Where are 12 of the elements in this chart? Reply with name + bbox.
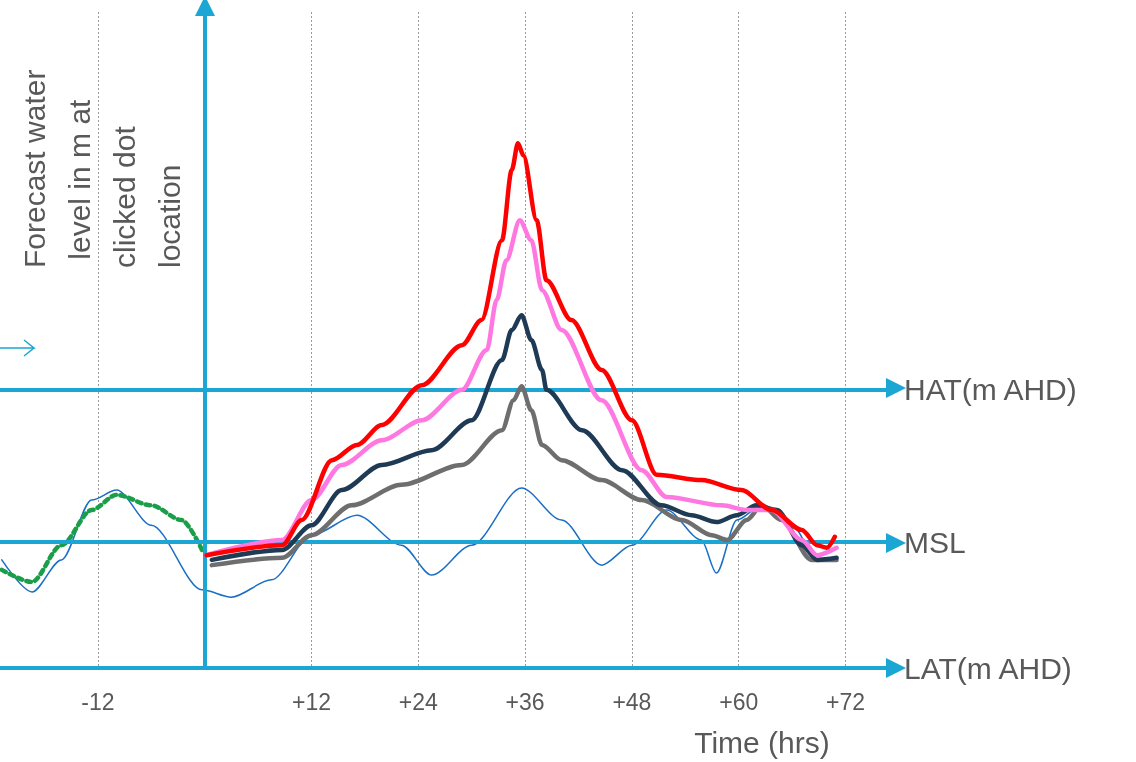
- ref-line-label: LAT(m AHD): [904, 651, 1072, 685]
- x-tick-label: +12: [291, 688, 332, 715]
- x-tick-label: +36: [505, 688, 545, 715]
- x-tick-label: +60: [719, 688, 759, 715]
- x-tick-label: +72: [825, 688, 866, 715]
- x-tick-label: +48: [612, 688, 652, 715]
- ref-line-label: MSL: [904, 525, 966, 559]
- x-axis-title: Time (hrs): [694, 725, 830, 759]
- ref-line-label: HAT(m AHD): [904, 373, 1077, 407]
- x-tick-label: +24: [398, 688, 439, 715]
- y-axis-title: Forecast water level in m at clicked dot location: [18, 69, 186, 268]
- x-tick-label: -12: [81, 688, 115, 715]
